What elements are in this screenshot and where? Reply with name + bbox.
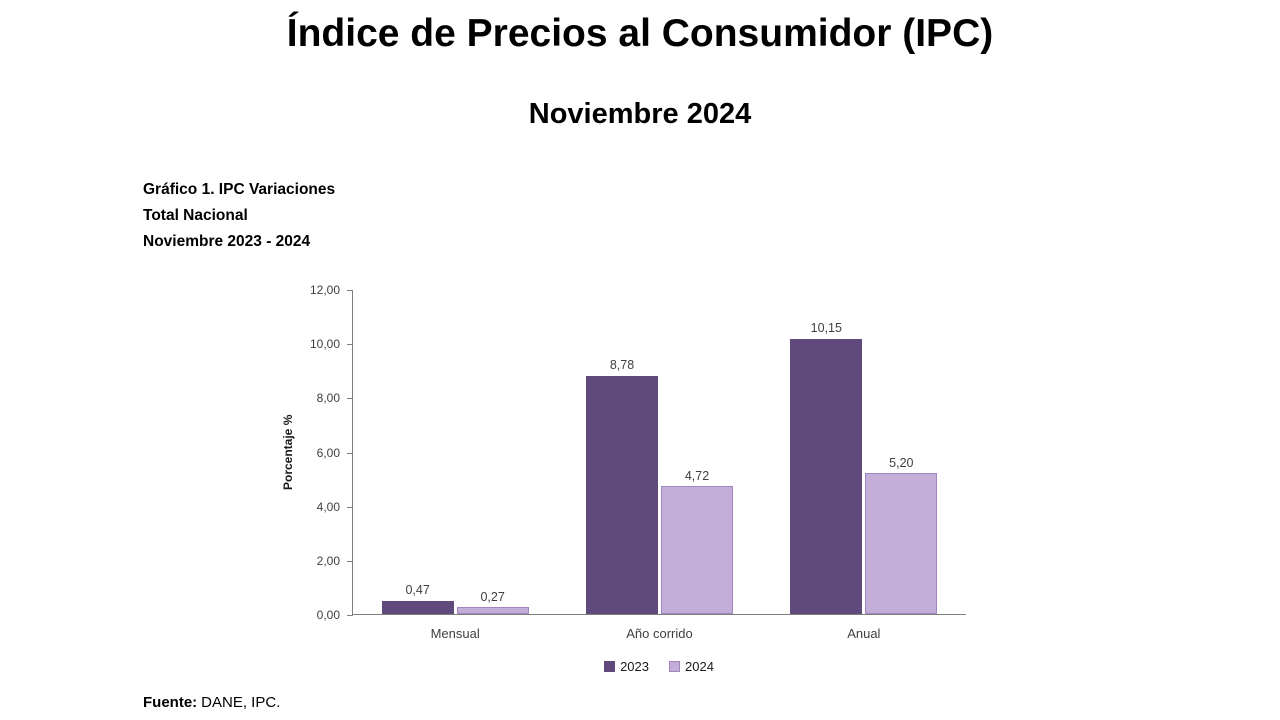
y-axis-title: Porcentaje % — [281, 414, 295, 491]
source-label: Fuente: — [143, 694, 198, 711]
page-subtitle: Noviembre 2024 — [528, 98, 752, 130]
caption-line-3: Noviembre 2023 - 2024 — [143, 233, 311, 250]
bar-value-label: 8,78 — [609, 358, 635, 373]
bar-value-label: 4,72 — [684, 469, 710, 484]
x-tick-label: Mensual — [430, 626, 480, 641]
bar-2023: 0,47 — [381, 583, 454, 614]
y-tick-mark — [347, 398, 353, 400]
y-tick-mark — [347, 615, 353, 616]
x-tick-label: Anual — [847, 626, 881, 641]
legend-swatch-2024 — [669, 661, 680, 672]
bar-value-label: 0,47 — [405, 583, 430, 598]
bar-group: 0,47 0,27 Mensual — [381, 583, 529, 641]
y-tick-label: 4,00 — [316, 499, 340, 514]
bar-value-label: 5,20 — [889, 456, 914, 471]
plot-area: 0,47 0,27 Mensual 8,78 4,72 Año corrido 10,15 5… — [347, 290, 966, 641]
bar-value-label: 0,27 — [480, 589, 505, 604]
caption-line-1: Gráfico 1. IPC Variaciones — [143, 181, 336, 198]
y-tick-label: 10,00 — [309, 337, 340, 352]
source-note: Fuente: DANE, IPC. — [143, 694, 280, 711]
caption-line-2: Total Nacional — [143, 207, 248, 224]
x-tick-label: Año corrido — [626, 626, 693, 641]
y-tick-label: 12,00 — [309, 283, 340, 297]
bar-2023: 10,15 — [790, 321, 863, 614]
bar-2024: 0,27 — [456, 590, 529, 614]
y-tick-mark — [347, 452, 353, 454]
chart-caption: Gráfico 1. IPC Variaciones Total Naciona… — [143, 177, 335, 255]
y-tick-label: 8,00 — [316, 391, 340, 406]
legend: 2023 2024 — [352, 659, 966, 674]
legend-label-2023: 2023 — [620, 659, 649, 674]
source-text: DANE, IPC. — [201, 694, 281, 711]
bar-2023: 8,78 — [585, 358, 658, 614]
y-tick-mark — [347, 506, 353, 508]
y-tick-label: 0,00 — [316, 608, 340, 622]
y-tick-mark — [347, 560, 353, 562]
y-tick-mark — [347, 344, 353, 346]
legend-item-2023: 2023 — [604, 659, 649, 674]
bar-group: 8,78 4,72 Año corrido — [585, 358, 733, 641]
legend-swatch-2023 — [604, 661, 616, 672]
y-axis: 0,00 2,00 4,00 6,00 8,00 10,00 12,00 — [298, 283, 348, 622]
page-title: Índice de Precios al Consumidor (IPC) — [286, 12, 994, 55]
y-tick-label: 2,00 — [316, 553, 340, 568]
bar-group: 10,15 5,20 Anual — [790, 321, 938, 641]
y-tick-label: 6,00 — [316, 445, 340, 460]
legend-item-2024: 2024 — [669, 659, 714, 674]
y-tick-mark — [347, 290, 353, 291]
bar-2024: 4,72 — [660, 469, 733, 614]
bar-2024: 5,20 — [865, 456, 938, 614]
legend-label-2024: 2024 — [685, 659, 714, 674]
bar-value-label: 10,15 — [810, 321, 842, 336]
